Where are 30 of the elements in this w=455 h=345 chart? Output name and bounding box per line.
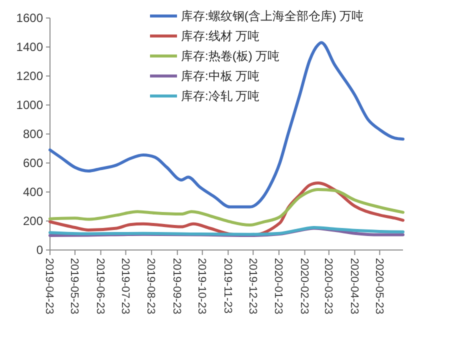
legend-label: 库存:冷轧 万吨 — [181, 89, 260, 104]
legend-label: 库存:螺纹钢(含上海全部仓库) 万吨 — [181, 9, 364, 24]
x-tick-label: 2019-05-23 — [68, 258, 80, 314]
x-tick-label: 2020-05-23 — [372, 258, 385, 314]
y-tick-label: 200 — [22, 214, 44, 228]
x-tick-label: 2019-04-23 — [43, 258, 56, 314]
y-tick-label: 0 — [36, 243, 44, 258]
x-tick-label: 2019-06-23 — [94, 258, 106, 314]
y-tick-label: 1400 — [16, 40, 44, 54]
line-series — [48, 188, 404, 227]
y-tick-label: 1600 — [16, 11, 44, 26]
x-tick-label: 2020-03-23 — [322, 258, 334, 314]
x-tick-label: 2019-10-23 — [196, 258, 208, 314]
legend-label: 库存:线材 万吨 — [181, 29, 260, 44]
x-tick-label: 2020-04-23 — [348, 258, 360, 314]
y-tick-label: 1000 — [16, 98, 44, 112]
x-tick-label: 2019-09-23 — [170, 258, 183, 314]
y-tick-label: 400 — [22, 185, 44, 200]
line-series — [48, 41, 404, 208]
x-tick-label: 2019-07-23 — [118, 258, 131, 314]
x-tick-label: 2020-02-23 — [298, 258, 310, 314]
x-tick-label: 2020-01-23 — [272, 258, 284, 314]
y-tick-label: 800 — [22, 127, 44, 142]
x-tick-label: 2019-08-23 — [144, 258, 157, 314]
x-tick-label: 2019-11-23 — [221, 258, 234, 314]
legend-label: 库存:中板 万吨 — [181, 69, 260, 84]
legend-label: 库存:热卷(板) 万吨 — [181, 49, 280, 64]
y-tick-label: 1200 — [16, 69, 44, 84]
x-tick-label: 2019-12-23 — [246, 258, 258, 314]
y-tick-label: 600 — [22, 156, 44, 170]
